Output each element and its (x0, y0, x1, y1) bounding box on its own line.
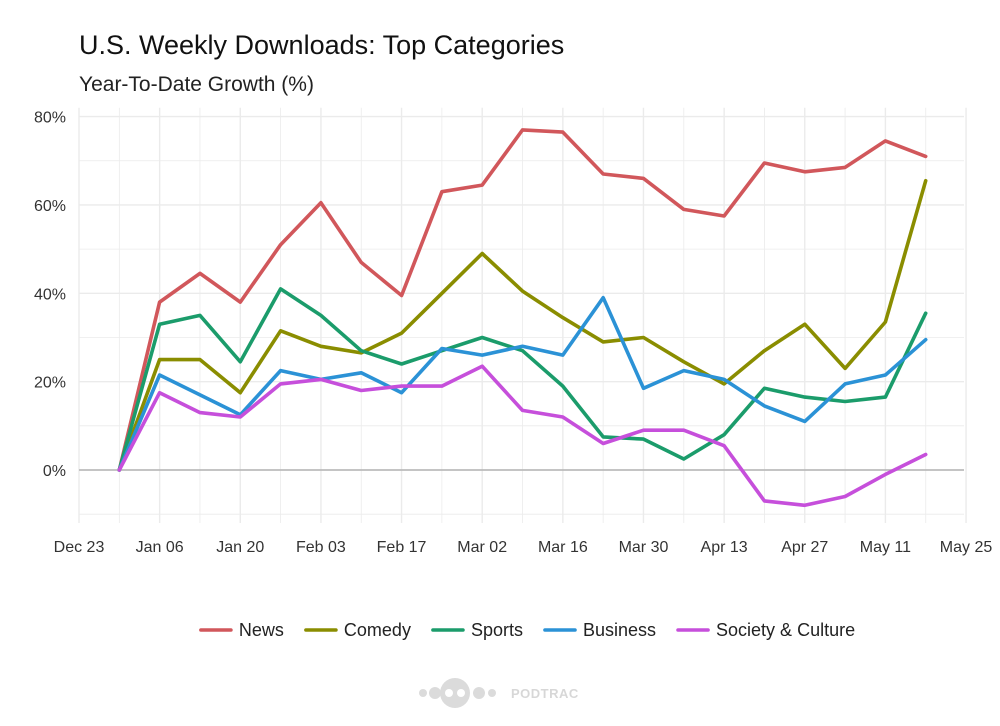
y-tick-label: 80% (34, 110, 66, 127)
legend: News Comedy Sports Business Society & Cultur… (199, 620, 855, 640)
legend-label: Comedy (344, 620, 411, 640)
x-tick-label: Apr 27 (781, 539, 828, 556)
legend-item: Comedy (304, 620, 411, 640)
x-tick-label: Mar 30 (619, 539, 669, 556)
x-tick-label: Feb 03 (296, 539, 346, 556)
series-line-sports (117, 287, 928, 472)
legend-item: Business (543, 620, 656, 640)
x-axis-labels: Dec 23 Jan 06 Jan 20 Feb 03 Feb 17 Mar 02 Mar … (54, 539, 993, 556)
x-tick-label: May 11 (860, 539, 911, 556)
y-axis-labels: 0% 20% 40% 60% 80% (34, 110, 66, 480)
podtrac-watermark: PODTRAC (415, 676, 579, 710)
x-tick-label: Feb 17 (377, 539, 427, 556)
watermark-text: PODTRAC (511, 685, 579, 701)
legend-label: Business (583, 620, 656, 640)
legend-item: News (199, 620, 284, 640)
y-tick-label: 40% (34, 286, 66, 303)
legend-label: News (239, 620, 284, 640)
legend-item: Sports (431, 620, 523, 640)
y-tick-label: 60% (34, 198, 66, 215)
legend-label: Sports (471, 620, 523, 640)
series-line-comedy (117, 178, 928, 472)
series-line-news (117, 128, 928, 472)
podtrac-logo-icon (419, 678, 496, 708)
x-tick-label: Dec 23 (54, 539, 105, 556)
x-tick-label: Apr 13 (701, 539, 748, 556)
x-tick-label: Jan 20 (216, 539, 264, 556)
series-line-business (117, 295, 928, 472)
chart-title: U.S. Weekly Downloads: Top Categories (79, 30, 565, 60)
chart-subtitle: Year-To-Date Growth (%) (79, 73, 314, 96)
series-lines (117, 128, 928, 508)
x-tick-label: Mar 16 (538, 539, 588, 556)
series-line-society-culture (117, 364, 928, 508)
legend-item: Society & Culture (676, 620, 855, 640)
y-tick-label: 20% (34, 375, 66, 392)
legend-label: Society & Culture (716, 620, 855, 640)
x-tick-label: Mar 02 (457, 539, 507, 556)
y-tick-label: 0% (43, 463, 66, 480)
x-tick-label: May 25 (940, 539, 993, 556)
x-tick-label: Jan 06 (136, 539, 184, 556)
